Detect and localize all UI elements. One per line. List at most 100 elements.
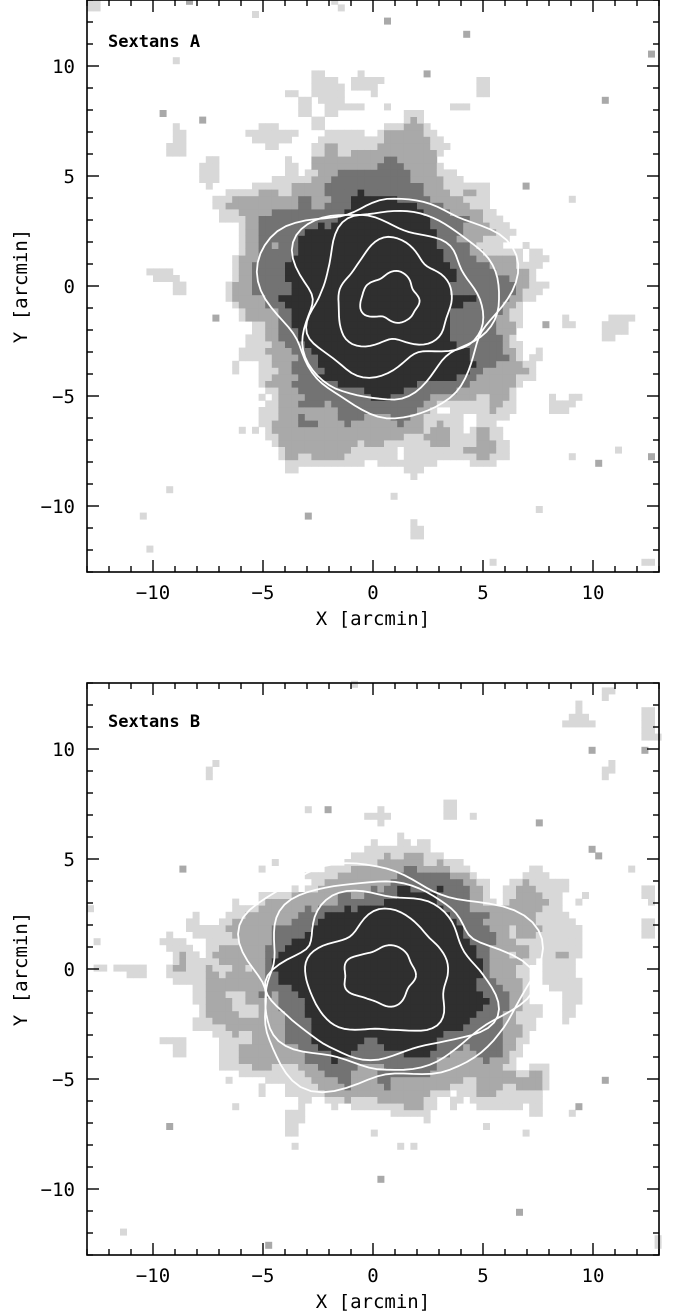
density-cell — [357, 129, 365, 137]
density-cell — [285, 255, 292, 263]
density-cell — [417, 149, 424, 157]
density-cell — [238, 1004, 246, 1012]
density-cell — [344, 143, 352, 150]
density-cell — [397, 308, 405, 315]
density-cell — [423, 1050, 431, 1058]
density-cell — [225, 195, 233, 203]
density-cell — [654, 1235, 662, 1243]
density-cell — [450, 1083, 457, 1091]
density-cell — [417, 525, 424, 533]
density-cell — [344, 103, 352, 111]
density-cell — [522, 918, 530, 926]
density-cell — [390, 951, 398, 959]
density-cell — [430, 997, 438, 1005]
density-cell — [364, 162, 372, 170]
density-cell — [337, 1083, 345, 1091]
density-cell — [390, 360, 398, 368]
density-cell — [298, 440, 306, 447]
density-cell — [496, 387, 504, 395]
density-cell — [357, 83, 365, 91]
density-cell — [509, 374, 517, 381]
density-cell — [351, 1070, 358, 1078]
density-cell — [417, 839, 424, 847]
density-cell — [496, 374, 504, 381]
density-cell — [390, 314, 398, 322]
density-cell — [443, 281, 451, 289]
density-cell — [265, 1037, 273, 1045]
density-cell — [364, 446, 372, 454]
density-cell — [562, 931, 570, 939]
density-cell — [483, 951, 490, 959]
density-cell — [489, 1043, 497, 1051]
density-cell — [238, 964, 246, 972]
density-cell — [351, 103, 358, 111]
density-cell — [278, 255, 286, 263]
density-cell — [318, 255, 325, 263]
density-cell — [324, 911, 332, 919]
density-cell — [304, 407, 312, 414]
density-cell — [265, 367, 273, 375]
density-cell — [351, 852, 358, 860]
density-cell — [568, 938, 576, 946]
density-cell — [324, 885, 332, 893]
density-cell — [502, 1063, 510, 1071]
density-cell — [324, 1004, 332, 1012]
density-cell — [542, 878, 550, 886]
density-cell — [205, 964, 213, 972]
density-cell — [212, 997, 220, 1005]
density-cell — [278, 275, 286, 282]
density-cell — [397, 162, 405, 170]
density-cell — [252, 334, 259, 342]
density-cell — [238, 1017, 246, 1025]
density-cell — [357, 938, 365, 946]
density-cell — [496, 1070, 504, 1078]
density-cell — [285, 162, 292, 170]
density-cell — [397, 255, 405, 263]
density-cell — [469, 958, 477, 965]
density-cell — [423, 268, 431, 276]
density-cell — [377, 1175, 385, 1183]
density-cell — [436, 275, 444, 282]
density-cell — [423, 334, 431, 342]
density-cell — [436, 938, 444, 946]
density-cell — [456, 341, 464, 348]
density-cell — [410, 885, 418, 893]
density-cell — [417, 997, 424, 1005]
density-cell — [377, 1076, 385, 1084]
density-cell — [430, 1050, 438, 1058]
density-cell — [232, 1010, 240, 1018]
density-cell — [337, 872, 345, 880]
density-cell — [357, 991, 365, 998]
density-cell — [417, 123, 424, 131]
density-cell — [331, 110, 339, 117]
density-cell — [311, 426, 319, 434]
density-cell — [232, 905, 240, 913]
density-cell — [291, 380, 299, 388]
density-cell — [271, 281, 279, 289]
density-cell — [291, 977, 299, 985]
density-cell — [370, 294, 378, 302]
density-cell — [364, 1090, 372, 1097]
density-cell — [568, 713, 576, 721]
density-cell — [423, 845, 431, 853]
density-cell — [370, 407, 378, 414]
density-cell — [265, 931, 273, 939]
density-cell — [304, 275, 312, 282]
density-cell — [298, 944, 306, 952]
density-cell — [423, 143, 431, 150]
density-cell — [489, 951, 497, 959]
density-cell — [318, 275, 325, 282]
density-cell — [509, 321, 517, 329]
density-cell — [529, 275, 537, 282]
density-cell — [522, 991, 530, 998]
density-cell — [265, 123, 273, 131]
density-cell — [648, 50, 655, 58]
density-cell — [225, 991, 233, 998]
density-cell — [469, 248, 477, 256]
density-cell — [555, 944, 563, 952]
density-cell — [291, 892, 299, 899]
density-cell — [377, 136, 385, 144]
density-cell — [337, 354, 345, 362]
density-cell — [483, 1090, 490, 1097]
density-cell — [324, 143, 332, 150]
